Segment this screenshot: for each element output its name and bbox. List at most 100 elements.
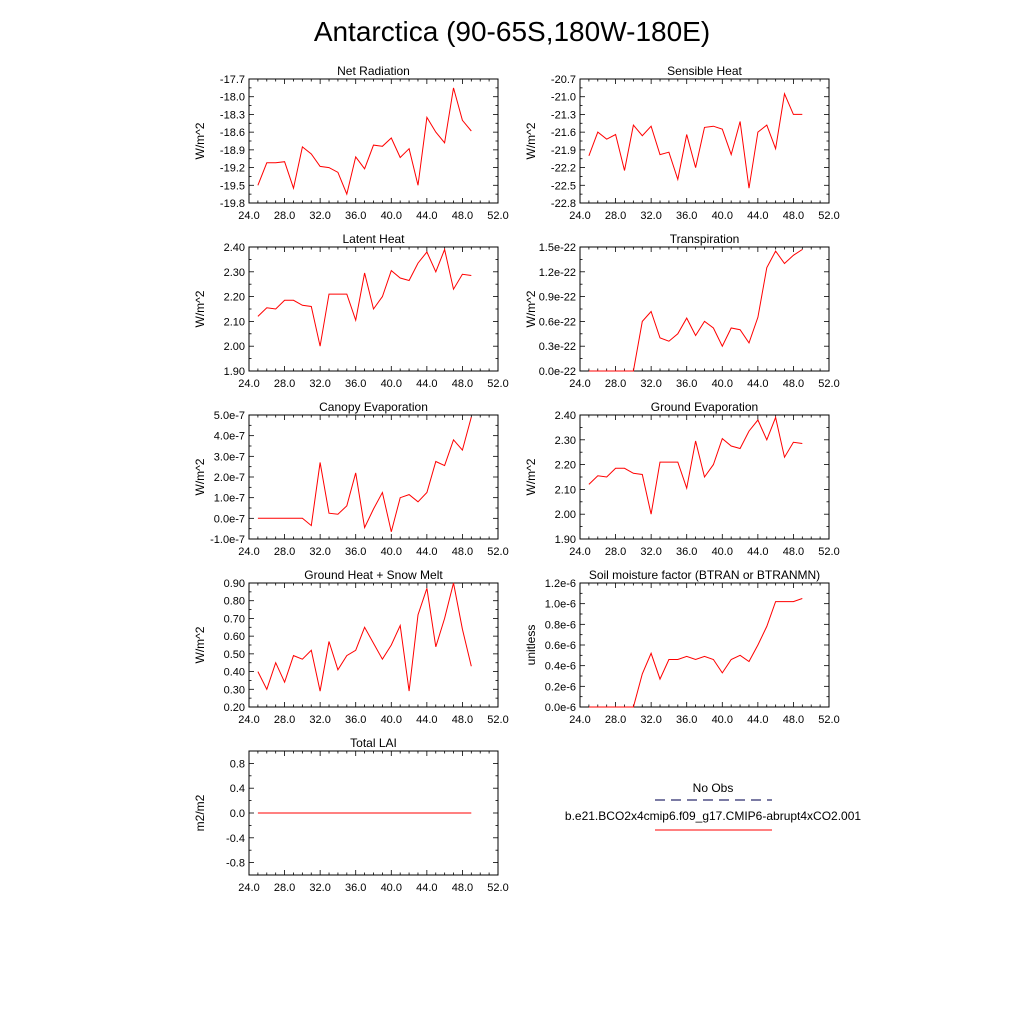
y-tick-label: 2.20 [555,460,576,472]
panel-7: Ground Heat + Snow Melt 24.0 28.0 32.0 36.0 4… [193,568,509,726]
y-tick-label: -19.8 [220,198,245,210]
x-tick-label: 24.0 [569,210,590,222]
y-tick-label: -18.3 [220,109,245,121]
y-tick-label: 0.40 [224,667,245,679]
x-tick-label: 40.0 [381,882,402,894]
x-tick-label: 48.0 [452,210,473,222]
y-tick-label: -21.3 [551,109,576,121]
panel-title: Net Radiation [337,64,410,78]
y-tick-label: 0.30 [224,684,245,696]
x-tick-label: 52.0 [487,882,508,894]
x-tick-label: 24.0 [238,546,259,558]
x-tick-label: 28.0 [274,714,295,726]
x-tick-label: 40.0 [381,378,402,390]
y-tick-label: 2.00 [224,341,245,353]
x-tick-label: 32.0 [309,210,330,222]
x-tick-label: 40.0 [712,210,733,222]
y-tick-label: 0.9e-22 [539,292,576,304]
x-tick-label: 44.0 [747,378,768,390]
x-tick-label: 52.0 [487,210,508,222]
x-tick-label: 52.0 [818,378,839,390]
x-tick-label: 28.0 [605,714,626,726]
panel-6: Ground Evaporation 24.0 28.0 32.0 36.0 40.0 44… [524,400,840,558]
y-tick-label: 0.3e-22 [539,341,576,353]
x-tick-label: 44.0 [416,714,437,726]
x-tick-label: 52.0 [818,546,839,558]
x-tick-label: 44.0 [416,882,437,894]
x-tick-label: 28.0 [274,546,295,558]
x-tick-label: 24.0 [238,882,259,894]
x-tick-label: 40.0 [712,714,733,726]
x-tick-label: 52.0 [818,714,839,726]
x-tick-label: 28.0 [605,210,626,222]
y-tick-label: 2.10 [555,484,576,496]
panel-title: Latent Heat [342,232,405,246]
y-axis-label: unitless [524,625,538,666]
panel-title: Ground Evaporation [651,400,758,414]
panel-title: Canopy Evaporation [319,400,428,414]
x-tick-label: 32.0 [309,714,330,726]
y-tick-label: -0.8 [226,858,245,870]
y-tick-label: 0.4e-6 [545,661,576,673]
y-tick-label: 5.0e-7 [214,410,245,422]
x-tick-label: 40.0 [712,378,733,390]
x-tick-label: 24.0 [238,378,259,390]
series-line [588,92,803,189]
x-tick-label: 48.0 [783,378,804,390]
x-tick-label: 36.0 [676,210,697,222]
y-tick-label: 2.10 [224,316,245,328]
y-axis-label: W/m^2 [193,122,207,159]
panel-9: Total LAI 24.0 28.0 32.0 36.0 40.0 44.0 48.0 52.… [193,736,509,894]
series-line [257,247,472,347]
y-axis-label: W/m^2 [193,626,207,663]
y-tick-label: 2.0e-7 [214,472,245,484]
x-tick-label: 36.0 [345,210,366,222]
y-tick-label: 1.2e-6 [545,578,576,590]
x-tick-label: 44.0 [747,714,768,726]
x-tick-label: 24.0 [569,378,590,390]
panel-8: Soil moisture factor (BTRAN or BTRANMN) 2… [524,568,840,726]
y-tick-label: 2.20 [224,292,245,304]
x-tick-label: 32.0 [309,882,330,894]
panel-title: Sensible Heat [667,64,742,78]
x-tick-label: 40.0 [381,210,402,222]
series-line [588,249,803,372]
y-tick-label: -19.5 [220,180,245,192]
x-tick-label: 40.0 [381,546,402,558]
x-tick-label: 52.0 [487,714,508,726]
x-tick-label: 48.0 [783,210,804,222]
y-axis-label: m2/m2 [193,794,207,831]
y-tick-label: 0.60 [224,631,245,643]
y-tick-label: 2.40 [555,410,576,422]
y-tick-label: 0.0e-22 [539,366,576,378]
y-tick-label: 1.90 [224,366,245,378]
panel-5: Canopy Evaporation 24.0 28.0 32.0 36.0 40.0 44… [193,400,509,558]
y-axis-label: W/m^2 [524,122,538,159]
x-tick-label: 36.0 [345,714,366,726]
x-tick-label: 32.0 [640,714,661,726]
legend-model-label: b.e21.BCO2x4cmip6.f09_g17.CMIP6-abrupt4x… [565,809,861,823]
y-tick-label: 0.0 [230,808,245,820]
x-tick-label: 36.0 [345,378,366,390]
series-line [257,582,472,692]
y-tick-label: 2.30 [224,267,245,279]
x-tick-label: 44.0 [416,546,437,558]
x-tick-label: 40.0 [381,714,402,726]
x-tick-label: 36.0 [345,546,366,558]
x-tick-label: 52.0 [818,210,839,222]
y-tick-label: -18.6 [220,127,245,139]
panel-title: Transpiration [670,232,740,246]
x-tick-label: 44.0 [747,210,768,222]
panel-4: Transpiration 24.0 28.0 32.0 36.0 40.0 44.0 48.… [524,232,840,390]
series-line [588,598,803,708]
x-tick-label: 32.0 [640,210,661,222]
y-tick-label: 0.2e-6 [545,681,576,693]
x-tick-label: 48.0 [452,378,473,390]
panel-title: Soil moisture factor (BTRAN or BTRANMN) [589,568,820,582]
x-tick-label: 40.0 [712,546,733,558]
x-tick-label: 36.0 [676,714,697,726]
plot-frame [248,78,499,204]
x-tick-label: 48.0 [452,882,473,894]
x-tick-label: 32.0 [309,378,330,390]
y-tick-label: 0.8 [230,758,245,770]
